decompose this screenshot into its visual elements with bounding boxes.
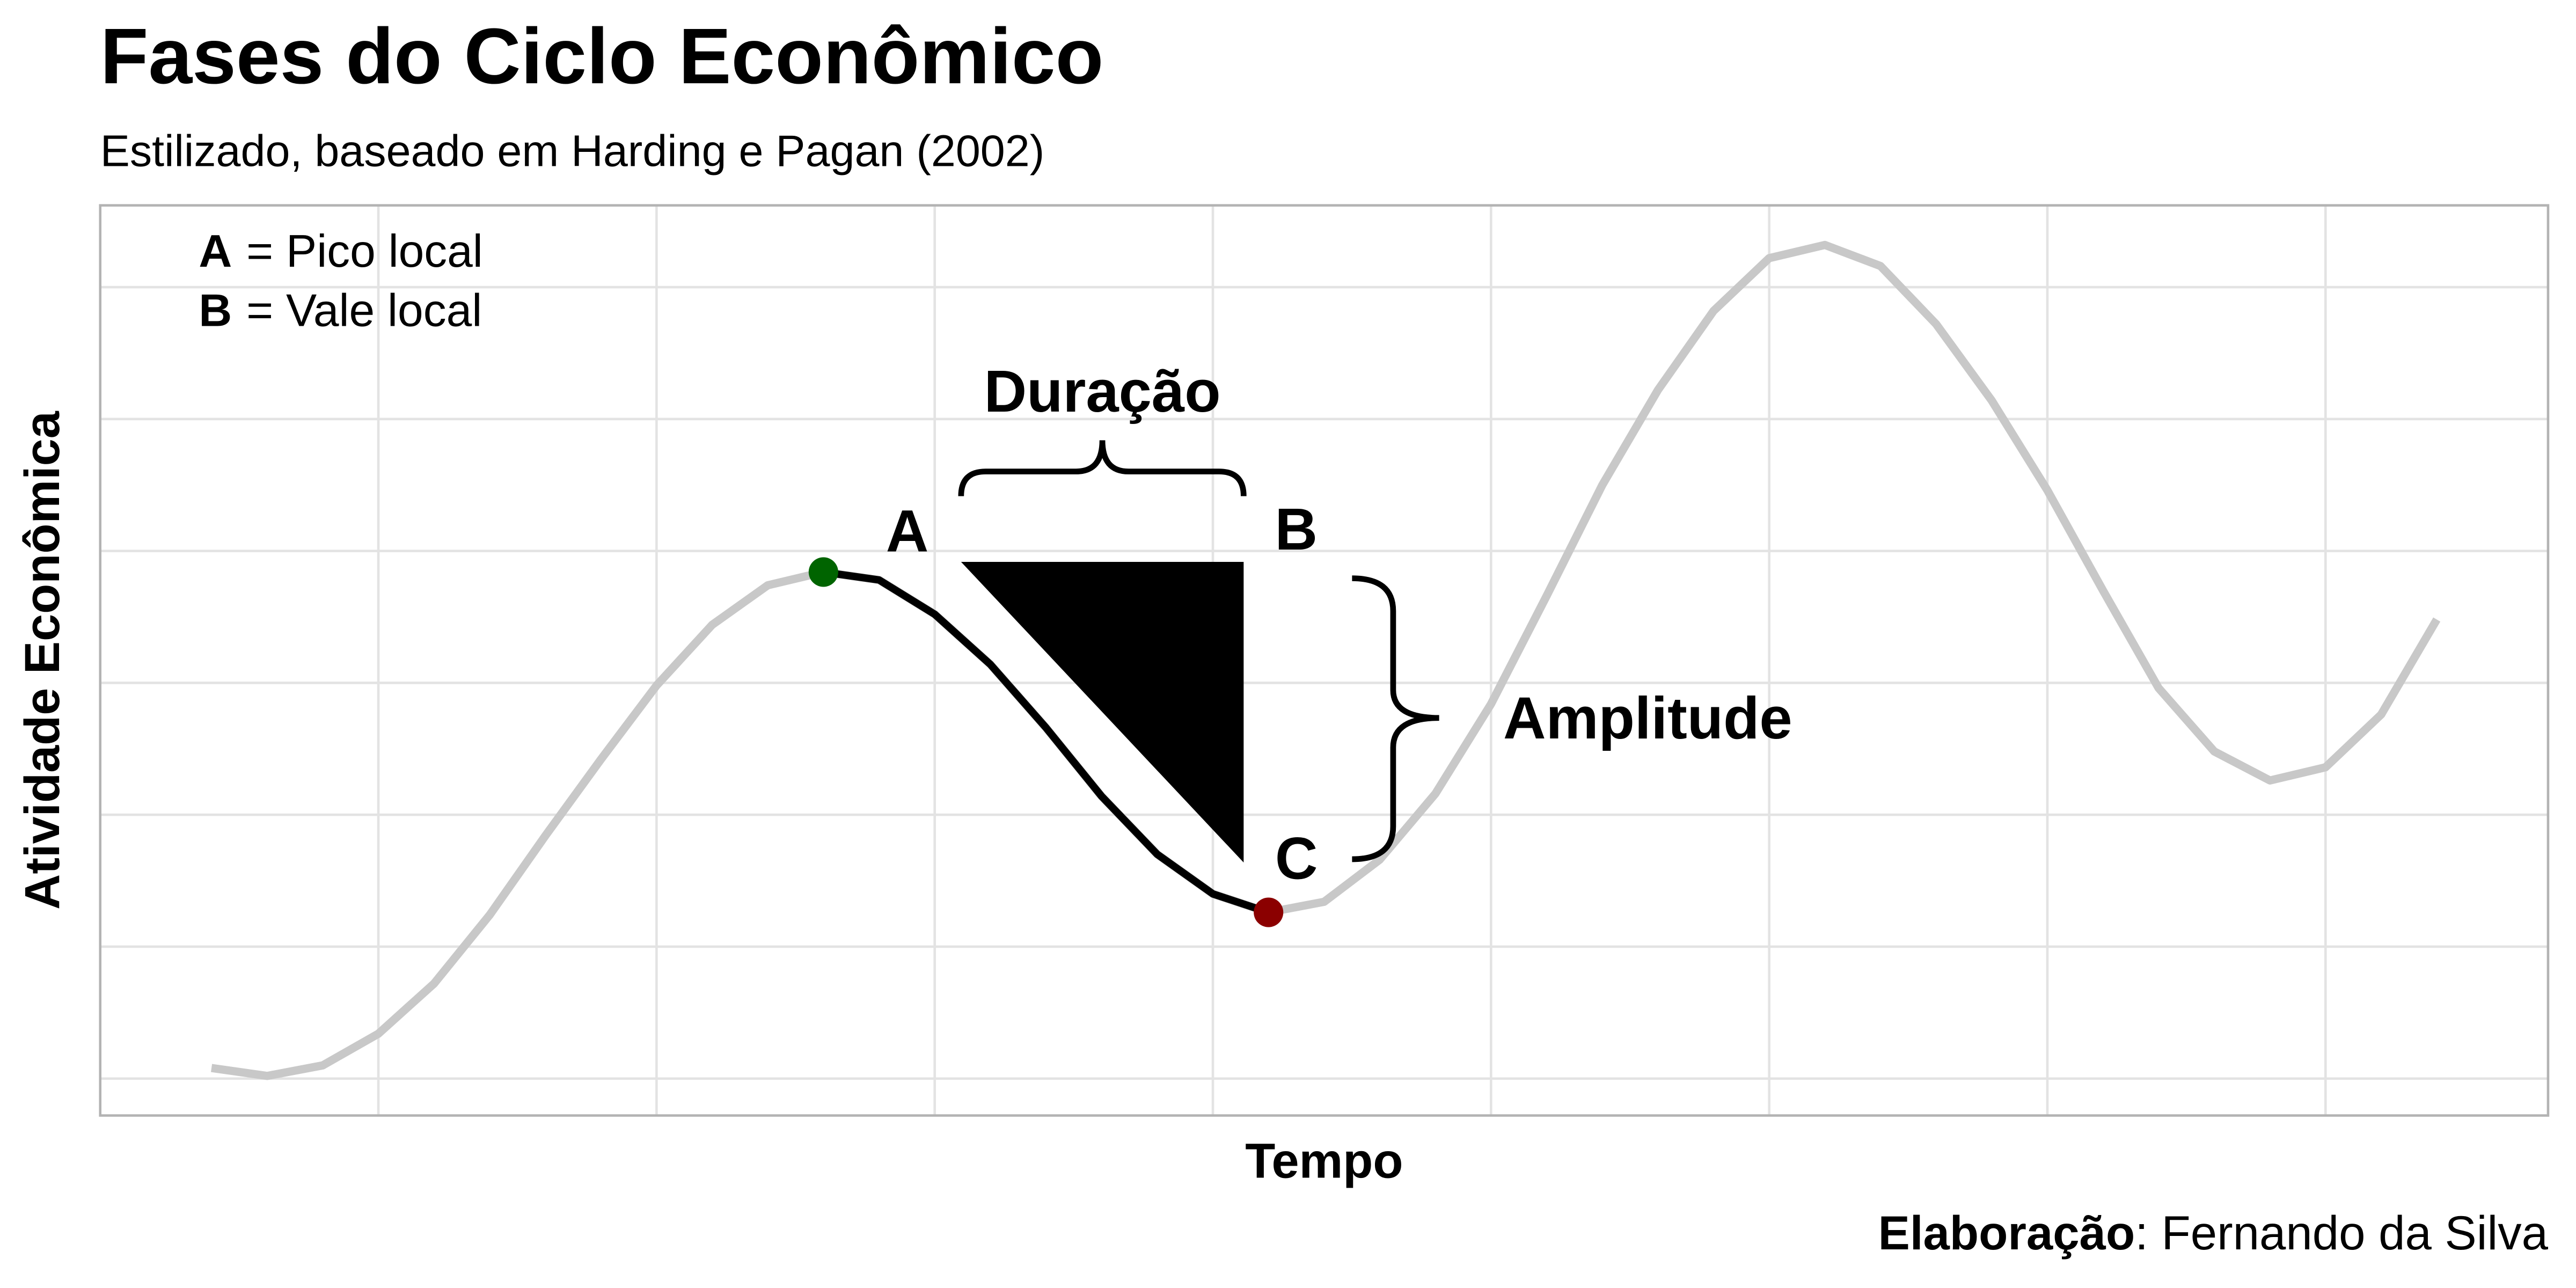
caption-bold: Elaboração (1878, 1207, 2135, 1260)
legend-text: = Pico local (246, 225, 483, 277)
x-axis-title: Tempo (1245, 1134, 1403, 1189)
amplitude-label: Amplitude (1503, 685, 1792, 751)
legend-text: = Vale local (246, 284, 482, 336)
marker-point (1254, 897, 1284, 927)
amplitude-brace (1352, 575, 1439, 862)
duration-brace (958, 440, 1247, 496)
marker-label: C (1275, 825, 1318, 891)
marker-label: A (886, 499, 929, 565)
chart-title: Fases do Ciclo Econômico (100, 12, 1104, 100)
caption: Elaboração: Fernando da Silva (1878, 1207, 2549, 1260)
chart-subtitle: Estilizado, baseado em Harding e Pagan (… (100, 126, 1045, 176)
highlight-line (823, 568, 1270, 916)
series-line (210, 240, 2441, 1080)
plot: AC (210, 240, 2441, 1080)
caption-text: : Fernando da Silva (2135, 1207, 2548, 1260)
y-axis-title: Atividade Econômica (15, 411, 70, 910)
legend-key: A (199, 225, 232, 277)
b-label: B (1275, 496, 1318, 562)
legend-key: B (199, 284, 232, 336)
grid (100, 205, 2548, 1116)
triangle (961, 561, 1244, 863)
marker-point (808, 557, 838, 587)
duration-label: Duração (984, 358, 1221, 425)
panel-border (99, 204, 2550, 1117)
